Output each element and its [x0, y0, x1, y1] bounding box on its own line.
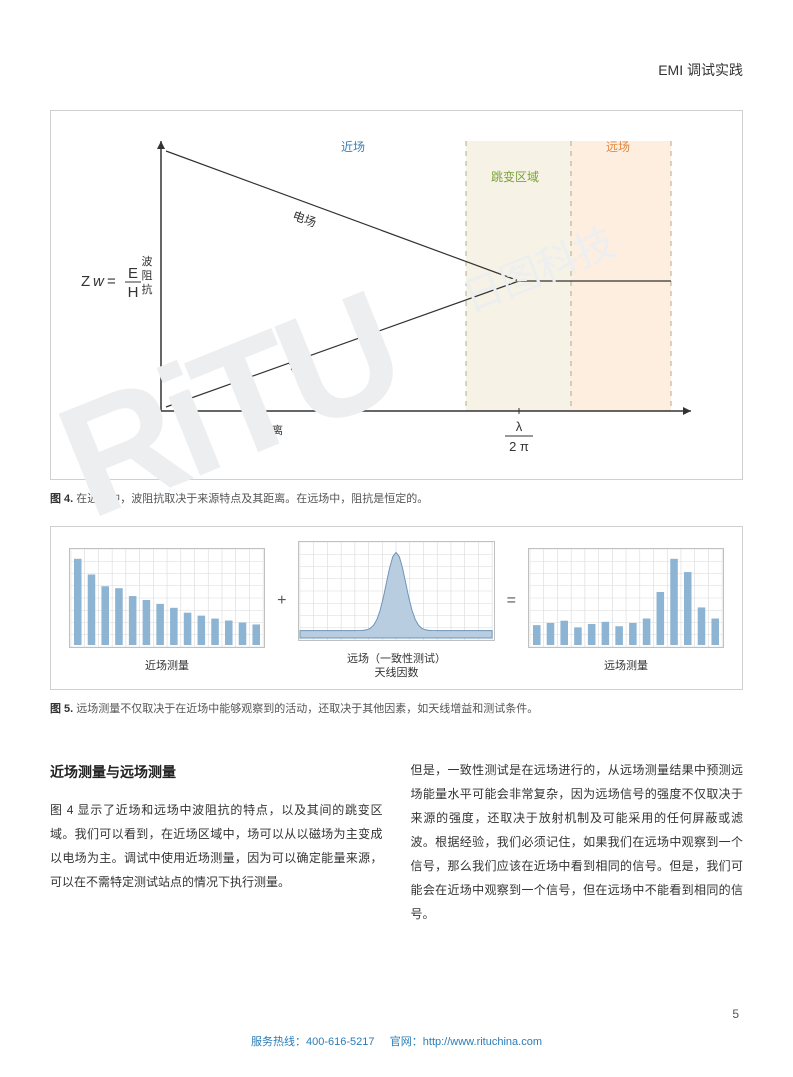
figure-4-caption: 图 4. 在近场中，波阻抗取决于来源特点及其距离。在远场中，阻抗是恒定的。 [50, 490, 743, 506]
chart-b-label: 远场（一致性测试） 天线因数 [298, 652, 494, 681]
site-label: 官网： [390, 1036, 423, 1048]
chart-c [528, 548, 724, 648]
chart-b [298, 541, 494, 641]
figure-4: 跳变区域 远场 近场电场磁场 波阻抗距离 λ 2 π Zw = EH [50, 110, 743, 480]
hotline-label: 服务热线： [251, 1036, 306, 1048]
page-title: EMI 调试实践 [50, 60, 743, 80]
column-right-text: 但是，一致性测试是在远场进行的，从远场测量结果中预测远场能量水平可能会非常复杂，… [411, 758, 744, 926]
column-right: 但是，一致性测试是在远场进行的，从远场测量结果中预测远场能量水平可能会非常复杂，… [411, 736, 744, 926]
section-heading: 近场测量与远场测量 [50, 758, 383, 786]
chart-b-label-1: 远场（一致性测试） [347, 653, 446, 665]
figure-5-caption: 图 5. 远场测量不仅取决于在近场中能够观察到的活动，还取决于其他因素，如天线增… [50, 700, 743, 716]
chart-a [69, 548, 265, 648]
chart-a-wrap: 近场测量 [69, 548, 265, 673]
body-columns: 近场测量与远场测量 图 4 显示了近场和远场中波阻抗的特点，以及其间的跳变区域。… [50, 736, 743, 926]
page: EMI 调试实践 跳变区域 远场 近场电场磁场 波阻抗距离 λ 2 π Zw = EH 图 … [0, 0, 793, 966]
svg-text:Z: Z [81, 273, 90, 290]
svg-text:=: = [107, 273, 116, 290]
figure-4-caption-bold: 图 4. [50, 493, 73, 505]
chart-a-label: 近场测量 [69, 659, 265, 673]
svg-text:电场: 电场 [291, 209, 318, 230]
svg-text:波: 波 [142, 255, 153, 268]
svg-text:距离: 距离 [261, 423, 283, 437]
figure-4-svg: 跳变区域 远场 近场电场磁场 波阻抗距离 λ 2 π Zw = EH [51, 111, 744, 481]
svg-text:H: H [128, 284, 139, 301]
column-left-text: 图 4 显示了近场和远场中波阻抗的特点，以及其间的跳变区域。我们可以看到，在近场… [50, 798, 383, 894]
svg-text:近场: 近场 [341, 140, 365, 154]
plus-operator: + [273, 592, 290, 630]
svg-text:w: w [93, 273, 105, 290]
svg-text:阻: 阻 [142, 269, 153, 282]
svg-text:磁场: 磁场 [288, 354, 316, 376]
figure-5: 近场测量 + 远场（一致性测试） 天线因数 = 远场测量 [50, 526, 743, 690]
chart-b-wrap: 远场（一致性测试） 天线因数 [298, 541, 494, 681]
hotline-number: 400-616-5217 [306, 1036, 375, 1048]
figure-4-caption-text: 在近场中，波阻抗取决于来源特点及其距离。在远场中，阻抗是恒定的。 [73, 493, 428, 505]
svg-text:λ: λ [516, 419, 523, 434]
figure-5-caption-text: 远场测量不仅取决于在近场中能够观察到的活动，还取决于其他因素，如天线增益和测试条… [73, 703, 538, 715]
svg-text:远场: 远场 [606, 140, 630, 154]
svg-text:抗: 抗 [142, 282, 153, 296]
footer: 服务热线：400-616-5217 官网：http://www.rituchin… [0, 1033, 793, 1049]
site-link[interactable]: http://www.rituchina.com [423, 1036, 542, 1048]
chart-b-label-2: 天线因数 [375, 667, 419, 679]
equals-operator: = [503, 592, 520, 630]
page-number: 5 [732, 1007, 739, 1021]
chart-c-label: 远场测量 [528, 659, 724, 673]
figure-5-caption-bold: 图 5. [50, 703, 73, 715]
svg-text:2 π: 2 π [509, 439, 529, 454]
chart-c-wrap: 远场测量 [528, 548, 724, 673]
svg-text:E: E [128, 265, 138, 282]
svg-text:跳变区域: 跳变区域 [491, 169, 539, 184]
column-left: 近场测量与远场测量 图 4 显示了近场和远场中波阻抗的特点，以及其间的跳变区域。… [50, 736, 383, 926]
